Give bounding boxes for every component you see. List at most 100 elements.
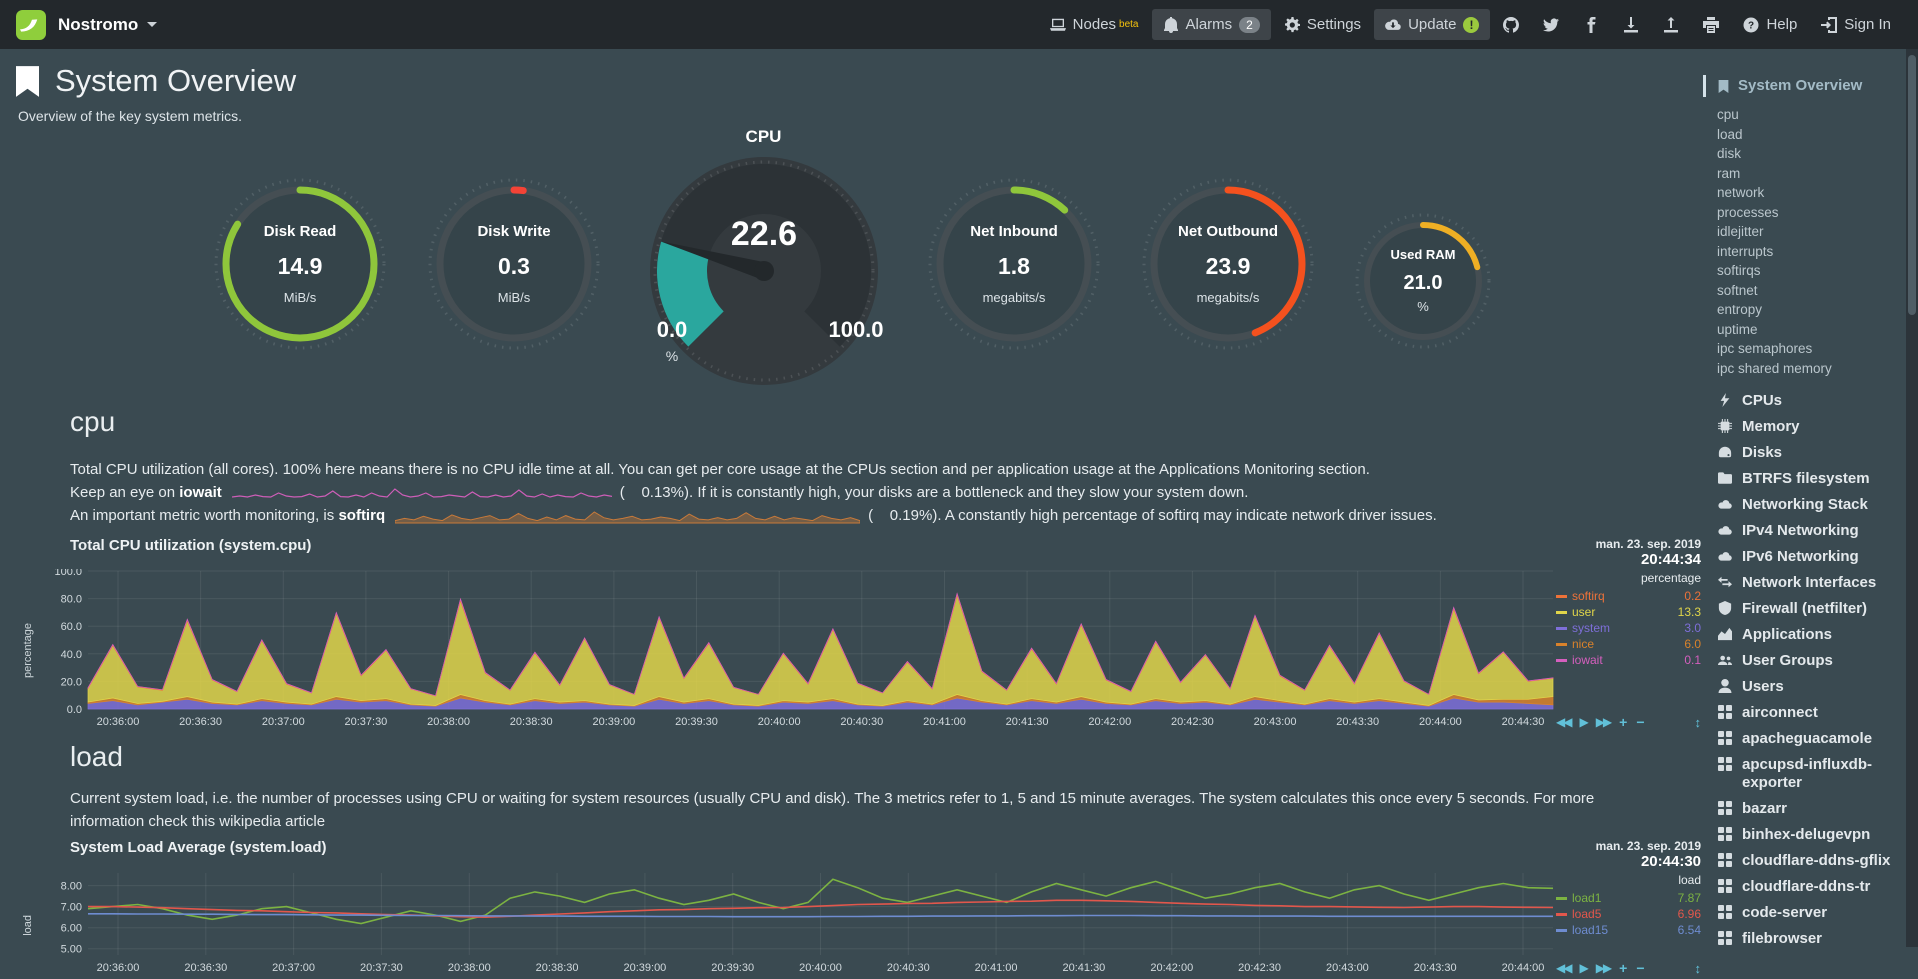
github-icon	[1503, 16, 1520, 33]
svg-text:Used RAM: Used RAM	[1390, 247, 1455, 262]
sidebar-subitem-ipc-shared-memory[interactable]: ipc shared memory	[1717, 360, 1832, 376]
sidebar-scrollbar[interactable]	[1906, 49, 1918, 947]
nav-settings[interactable]: Settings	[1273, 9, 1372, 40]
svg-text:20:39:00: 20:39:00	[592, 716, 635, 728]
nav-label: Nodes	[1072, 16, 1117, 33]
softirq-sparkline[interactable]	[395, 509, 861, 524]
toolbox-play-icon[interactable]: ▶	[1579, 961, 1588, 975]
nav-print[interactable]	[1692, 10, 1730, 40]
legend-item-nice[interactable]: nice 6.0	[1556, 636, 1701, 652]
load-chart-plot[interactable]: 20:36:00 20:36:30 20:37:00 20:37:30 20:38:00…	[36, 871, 1556, 979]
legend-item-system[interactable]: system 3.0	[1556, 620, 1701, 636]
chart-toolbox: ◀◀ ▶ ▶▶ + − ↕	[1556, 960, 1701, 979]
nav-import-snapshot[interactable]	[1612, 10, 1650, 40]
sidebar-item-users[interactable]: Users	[1717, 678, 1906, 696]
sidebar-item-label: Memory	[1742, 418, 1800, 435]
sidebar-item-cloudflare-ddns-gflix[interactable]: cloudflare-ddns-gflix	[1717, 852, 1906, 870]
sidebar-item-cpus[interactable]: CPUs	[1717, 392, 1906, 410]
legend-item-user[interactable]: user 13.3	[1556, 604, 1701, 620]
nav-signin[interactable]: Sign In	[1810, 9, 1902, 40]
sidebar-subitem-processes[interactable]: processes	[1717, 204, 1779, 220]
sidebar-item-system-overview[interactable]: System Overview	[1703, 75, 1906, 97]
gauge-cpu[interactable]: 22.6 0.0 100.0%	[634, 141, 894, 401]
nav-alarms[interactable]: Alarms 2	[1151, 9, 1271, 40]
toolbox-zoom-in-icon[interactable]: +	[1619, 960, 1628, 976]
sidebar-item-btrfs-filesystem[interactable]: BTRFS filesystem	[1717, 470, 1906, 488]
legend-item-load15[interactable]: load15 6.54	[1556, 922, 1701, 938]
nav-github[interactable]	[1492, 10, 1530, 40]
sidebar-subitem-load[interactable]: load	[1717, 126, 1743, 142]
nav-nodes[interactable]: Nodes beta	[1039, 9, 1150, 40]
gauge-net-outbound[interactable]: Net Outbound 23.9 megabits/s	[1134, 170, 1322, 358]
sidebar-item-label: cloudflare-ddns-tr	[1742, 878, 1871, 895]
toolbox-pan-backward-icon[interactable]: ◀◀	[1556, 715, 1573, 729]
cpu-chart-plot[interactable]: 20:36:00 20:36:30 20:37:00 20:37:30 20:38:00…	[36, 569, 1556, 733]
sidebar-item-cloudflare-ddns-tr[interactable]: cloudflare-ddns-tr	[1717, 878, 1906, 896]
sidebar-subitem-ram[interactable]: ram	[1717, 165, 1741, 181]
gauge-used-ram[interactable]: Used RAM 21.0%	[1348, 206, 1498, 356]
nav-update[interactable]: Update!	[1374, 9, 1491, 40]
toolbox-pan-forward-icon[interactable]: ▶▶	[1595, 961, 1613, 975]
sidebar-subitem-entropy[interactable]: entropy	[1717, 302, 1763, 317]
sidebar-item-applications[interactable]: Applications	[1717, 626, 1906, 644]
svg-text:20:43:00: 20:43:00	[1254, 716, 1297, 728]
sidebar-item-airconnect[interactable]: airconnect	[1717, 704, 1906, 722]
sidebar-subitem-disk[interactable]: disk	[1717, 146, 1742, 161]
nav-twitter[interactable]	[1532, 10, 1570, 40]
legend-item-load5[interactable]: load5 6.96	[1556, 906, 1701, 922]
nav-facebook[interactable]	[1572, 10, 1610, 40]
system-load-plot-svg[interactable]: 20:36:00 20:36:30 20:37:00 20:37:30 20:38:00…	[36, 871, 1556, 979]
sidebar-item-firewall-netfilter[interactable]: Firewall (netfilter)	[1717, 600, 1906, 618]
nav-export-snapshot[interactable]	[1652, 10, 1690, 40]
main-content: System Overview Overview of the key syst…	[0, 49, 1703, 976]
sidebar-item-apcupsd-influxdb-exporter[interactable]: apcupsd-influxdb-exporter	[1717, 756, 1906, 792]
sidebar-subitem-idlejitter[interactable]: idlejitter	[1717, 224, 1764, 239]
svg-text:MiB/s: MiB/s	[497, 290, 530, 305]
sidebar-item-bazarr[interactable]: bazarr	[1717, 800, 1906, 818]
legend-item-softirq[interactable]: softirq 0.2	[1556, 588, 1701, 604]
sidebar-item-disks[interactable]: Disks	[1717, 444, 1906, 462]
sidebar-item-code-server[interactable]: code-server	[1717, 904, 1906, 922]
chart-resize-handle[interactable]: ↕	[1694, 714, 1702, 730]
sidebar-subitem-network[interactable]: network	[1717, 185, 1765, 200]
sidebar-item-binhex-delugevpn[interactable]: binhex-delugevpn	[1717, 826, 1906, 844]
toolbox-zoom-in-icon[interactable]: +	[1619, 714, 1628, 730]
sidebar-item-ipv4-networking[interactable]: IPv4 Networking	[1717, 522, 1906, 540]
gauge-disk-write[interactable]: Disk Write 0.3 MiB/s	[420, 170, 608, 358]
gauge-disk-read[interactable]: Disk Read 14.9 MiB/s	[206, 170, 394, 358]
toolbox-play-icon[interactable]: ▶	[1579, 715, 1588, 729]
iowait-sparkline[interactable]	[231, 486, 612, 501]
sidebar-subitem-uptime[interactable]: uptime	[1717, 321, 1758, 337]
sidebar-item-apacheguacamole[interactable]: apacheguacamole	[1717, 730, 1906, 748]
system-cpu-plot-svg[interactable]: 20:36:00 20:36:30 20:37:00 20:37:30 20:38:00…	[36, 569, 1556, 733]
sidebar-subitem-interrupts[interactable]: interrupts	[1717, 243, 1774, 259]
sidebar-subitem-softnet[interactable]: softnet	[1717, 282, 1758, 298]
scrollbar-thumb[interactable]	[1908, 55, 1916, 315]
hostname-dropdown[interactable]: Nostromo	[58, 15, 158, 35]
toolbox-pan-backward-icon[interactable]: ◀◀	[1556, 961, 1573, 975]
legend-swatch	[1556, 610, 1567, 614]
sidebar-item-network-interfaces[interactable]: Network Interfaces	[1717, 574, 1906, 592]
sidebar-item-memory[interactable]: Memory	[1717, 418, 1906, 436]
toolbox-pan-forward-icon[interactable]: ▶▶	[1595, 715, 1613, 729]
sidebar-subitem-ipc-semaphores[interactable]: ipc semaphores	[1717, 341, 1813, 356]
svg-text:20:44:00: 20:44:00	[1419, 716, 1462, 728]
sidebar-submenu: cpu load disk ram network processes idlejitter…	[1717, 105, 1906, 378]
sidebar-item-user-groups[interactable]: User Groups	[1717, 652, 1906, 670]
chart-resize-handle[interactable]: ↕	[1694, 960, 1702, 976]
sidebar-item-ipv6-networking[interactable]: IPv6 Networking	[1717, 548, 1906, 566]
gauge-net-inbound[interactable]: Net Inbound 1.8 megabits/s	[920, 170, 1108, 358]
toolbox-zoom-out-icon[interactable]: −	[1636, 714, 1645, 730]
sidebar-subitem-cpu[interactable]: cpu	[1717, 107, 1739, 122]
legend-item-load1[interactable]: load1 7.87	[1556, 890, 1701, 906]
grid-icon	[1717, 827, 1733, 841]
toolbox-zoom-out-icon[interactable]: −	[1636, 960, 1645, 976]
sidebar-item-filebrowser[interactable]: filebrowser	[1717, 930, 1906, 948]
sidebar-subitem-softirqs[interactable]: softirqs	[1717, 263, 1761, 278]
nav-help[interactable]: ? Help	[1732, 9, 1808, 40]
sidebar-item-networking-stack[interactable]: Networking Stack	[1717, 496, 1906, 514]
legend-item-iowait[interactable]: iowait 0.1	[1556, 652, 1701, 668]
svg-text:6.00: 6.00	[61, 923, 82, 935]
svg-text:5.00: 5.00	[61, 944, 82, 956]
cpu-chart-title: Total CPU utilization (system.cpu)	[70, 537, 312, 554]
